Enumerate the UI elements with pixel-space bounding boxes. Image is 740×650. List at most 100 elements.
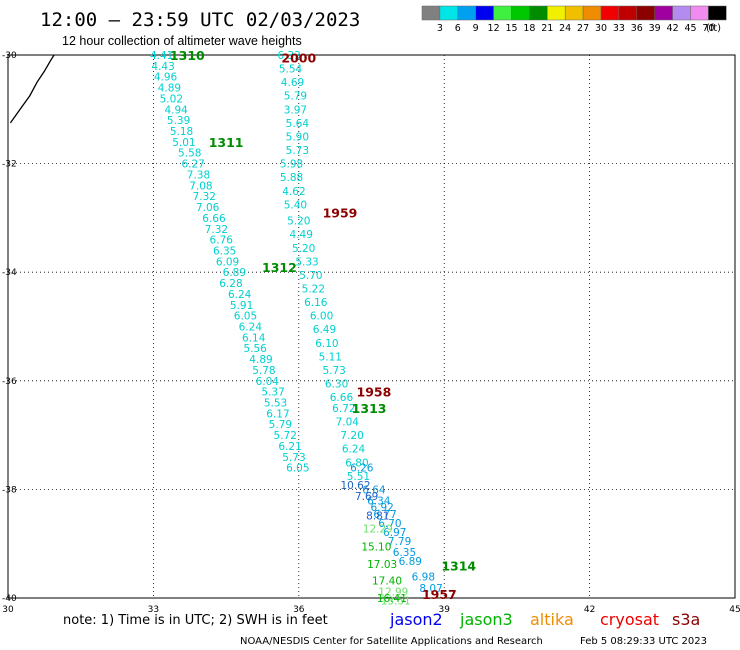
legend-label: 21: [541, 23, 553, 34]
wave-height-value: 3.97: [284, 104, 307, 116]
wave-height-value: 7.79: [388, 536, 411, 548]
legend-label: 12: [488, 23, 500, 34]
coastline: [9, 54, 55, 124]
wave-height-value: 6.05: [234, 311, 257, 323]
wave-height-value: 6.34: [367, 495, 391, 507]
wave-height-value: 7.69: [355, 491, 378, 503]
wave-height-value: 6.16: [304, 297, 328, 309]
wave-height-value: 8.81: [366, 510, 389, 522]
wave-height-value: 7.08: [189, 180, 212, 192]
wave-height-value: 6.24: [239, 322, 263, 334]
lon-tick-label: 36: [293, 605, 305, 615]
wave-height-value: 12.99: [378, 586, 408, 598]
legend-label: 9: [473, 23, 479, 34]
wave-height-value: 5.20: [292, 243, 315, 255]
lat-tick-label: -34: [2, 268, 17, 278]
wave-height-value: 6.66: [202, 213, 226, 225]
legend-swatch: [547, 5, 566, 21]
wave-height-value: 7.04: [336, 417, 360, 429]
wave-height-value: 6.98: [412, 571, 435, 583]
wave-height-value: 6.76: [210, 235, 234, 247]
wave-height-value: 7.20: [340, 430, 363, 442]
map-title: 12:00 – 23:59 UTC 02/03/2023: [40, 9, 360, 31]
lat-tick-label: -30: [2, 51, 17, 61]
satellite-name: cryosat: [600, 610, 659, 629]
wave-height-value: 6.21: [278, 441, 301, 453]
wave-height-value: 6.00: [310, 311, 333, 323]
satellite-legend: jason2 jason3 altika cryosat s3a: [389, 610, 700, 629]
satellite-name: s3a: [672, 610, 700, 629]
legend-label: 24: [559, 23, 571, 34]
wave-height-value: 4.94: [164, 104, 188, 116]
wave-height-value: 6.97: [383, 527, 406, 539]
wave-height-value: 7.06: [196, 202, 220, 214]
pass-number-label: 1959: [323, 205, 358, 220]
wave-height-value: 6.05: [286, 463, 309, 475]
wave-height-value: 6.64: [362, 484, 386, 496]
wave-height-value: 6.77: [373, 509, 396, 521]
wave-height-value: 6.09: [216, 256, 239, 268]
legend-label: 30: [595, 23, 607, 34]
wave-height-value: 5.18: [170, 126, 193, 138]
wave-height-value: 5.40: [284, 199, 307, 211]
wave-height-value: 6.24: [228, 289, 252, 301]
wave-height-value: 4.89: [158, 83, 181, 95]
wave-height-value: 5.91: [230, 300, 253, 312]
wave-height-value: 6.14: [242, 332, 266, 344]
legend-swatch: [636, 5, 655, 21]
wave-height-value: 5.11: [319, 351, 342, 363]
wave-height-value: 5.79: [269, 419, 292, 431]
wave-height-value: 5.90: [286, 131, 309, 143]
legend-swatch: [475, 5, 494, 21]
lat-tick-label: -36: [2, 377, 17, 387]
legend-swatch: [439, 5, 459, 21]
wave-height-value: 17.40: [372, 576, 402, 588]
wave-height-value: 4.69: [281, 77, 304, 89]
legend-label: 45: [684, 23, 696, 34]
wave-height-value: 16.41: [377, 593, 407, 605]
wave-height-value: 4.62: [282, 186, 305, 198]
wave-height-value: 5.79: [284, 91, 307, 103]
wave-height-value: 5.73: [286, 145, 309, 157]
wave-height-value: 5.51: [347, 471, 370, 483]
wave-height-value: 6.10: [315, 338, 338, 350]
wave-height-value: 7.38: [187, 169, 210, 181]
wave-height-value: 13.51: [381, 596, 411, 608]
satellite-name: altika: [530, 610, 574, 629]
wave-height-value: 4.49: [290, 229, 313, 241]
legend-swatch: [600, 5, 620, 21]
wave-height-value: 5.58: [178, 148, 201, 160]
footnote: note: 1) Time is in UTC; 2) SWH is in fe…: [63, 613, 328, 628]
wave-height-value: 5.37: [261, 387, 284, 399]
wave-height-value: 5.54: [279, 64, 303, 76]
lon-tick-label: 39: [438, 605, 450, 615]
legend-label: 70: [702, 23, 714, 34]
legend-swatch: [690, 5, 709, 21]
lat-tick-label: -32: [2, 160, 17, 170]
wave-height-value: 5.33: [295, 256, 318, 268]
wave-height-value: 15.10: [361, 541, 391, 553]
satellite-name: jason3: [459, 610, 513, 629]
timestamp: Feb 5 08:29:33 UTC 2023: [580, 636, 707, 647]
legend-label: 39: [649, 23, 661, 34]
wave-height-value: 6.92: [370, 502, 393, 514]
legend-label: 3: [437, 23, 443, 34]
legend-label: 18: [523, 23, 535, 34]
wave-height-value: 6.70: [378, 518, 401, 530]
pass-number-label: 1311: [209, 135, 244, 150]
wave-height-value: 6.04: [256, 376, 280, 388]
lon-tick-label: 33: [148, 605, 159, 615]
legend-label: 15: [505, 23, 517, 34]
altimeter-tracks: 4.414.434.964.895.024.945.395.185.015.58…: [150, 50, 443, 608]
wave-height-value: 10.62: [340, 480, 370, 492]
credit-line: NOAA/NESDIS Center for Satellite Applica…: [240, 636, 543, 647]
color-scale-legend: 3 6 9 12 15 18 21 24 27 30 33 36 39 42 45 70: [421, 5, 727, 34]
wave-height-value: 17.03: [367, 559, 397, 571]
wave-height-value: 6.26: [350, 463, 374, 475]
legend-swatch: [672, 5, 691, 21]
legend-swatch: [654, 5, 673, 21]
wave-height-value: 12.29: [363, 523, 393, 535]
legend-swatch: [529, 5, 548, 21]
